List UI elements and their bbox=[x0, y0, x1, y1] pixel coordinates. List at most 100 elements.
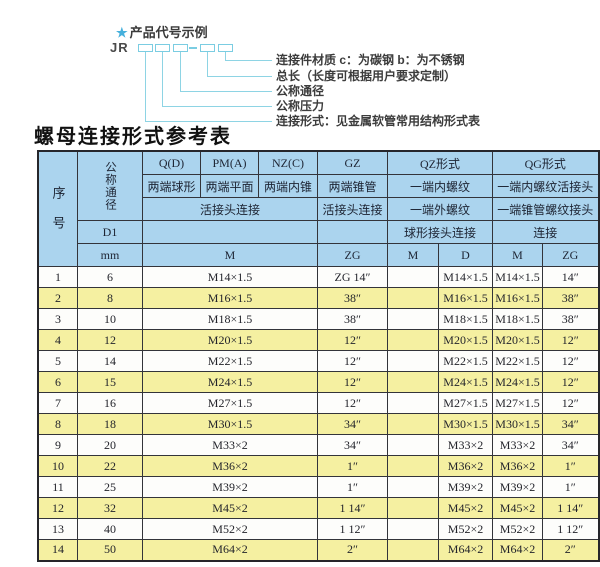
header-gz-unit: ZG bbox=[317, 243, 388, 267]
code-box-3 bbox=[173, 44, 188, 52]
cell-qg-m: M27×1.5 bbox=[492, 392, 543, 414]
cell-dn: 15 bbox=[77, 371, 143, 393]
table-row: 14 50 M64×2 2″ M64×2 M64×2 2″ bbox=[37, 539, 599, 561]
header-gz-form: GZ bbox=[317, 150, 388, 175]
header-dn: 公称通径 bbox=[77, 150, 143, 221]
callout-line bbox=[225, 52, 226, 60]
cell-dn: 10 bbox=[77, 308, 143, 330]
table-row: 4 12 M20×1.5 12″ M20×1.5 M20×1.5 12″ bbox=[37, 329, 599, 351]
cell-m: M36×2 bbox=[142, 455, 318, 477]
page-title: 螺母连接形式参考表 bbox=[34, 126, 232, 148]
product-code-heading-label: 产品代号示例 bbox=[129, 25, 208, 40]
cell-qz-d: M27×1.5 bbox=[438, 392, 493, 414]
cell-qg-zg: 2″ bbox=[542, 539, 599, 561]
cell-dn: 14 bbox=[77, 350, 143, 372]
cell-qz-m bbox=[387, 308, 439, 330]
cell-dn: 20 bbox=[77, 434, 143, 456]
header-m-unit: M bbox=[142, 243, 318, 267]
header-gz-conn: 活接头连接 bbox=[317, 197, 388, 221]
header-d1: D1 bbox=[77, 220, 143, 244]
cell-qg-m: M45×2 bbox=[492, 497, 543, 519]
cell-m: M52×2 bbox=[142, 518, 318, 540]
cell-qg-zg: 38″ bbox=[542, 287, 599, 309]
cell-qz-d: M16×1.5 bbox=[438, 287, 493, 309]
cell-seq: 13 bbox=[37, 518, 78, 540]
cell-seq: 2 bbox=[37, 287, 78, 309]
cell-dn: 8 bbox=[77, 287, 143, 309]
code-box-5 bbox=[218, 44, 233, 52]
header-qg-zg: ZG bbox=[542, 243, 599, 267]
cell-dn: 32 bbox=[77, 497, 143, 519]
cell-seq: 5 bbox=[37, 350, 78, 372]
cell-seq: 11 bbox=[37, 476, 78, 498]
header-pm-desc: 两端平面 bbox=[200, 174, 259, 198]
cell-gz-zg: 1″ bbox=[317, 476, 388, 498]
cell-gz-zg: 34″ bbox=[317, 413, 388, 435]
header-pm-form: PM(A) bbox=[200, 150, 259, 175]
product-code-heading: ★ 产品代号示例 bbox=[116, 22, 208, 41]
table-row: 1 6 M14×1.5 ZG 14″ M14×1.5 M14×1.5 14″ bbox=[37, 266, 599, 288]
callout-line bbox=[145, 121, 272, 122]
cell-gz-zg: 12″ bbox=[317, 371, 388, 393]
cell-qz-d: M14×1.5 bbox=[438, 266, 493, 288]
cell-dn: 40 bbox=[77, 518, 143, 540]
cell-seq: 6 bbox=[37, 371, 78, 393]
header-qz-conn: 球形接头连接 bbox=[387, 220, 493, 244]
table-row: 7 16 M27×1.5 12″ M27×1.5 M27×1.5 12″ bbox=[37, 392, 599, 414]
cell-qg-zg: 34″ bbox=[542, 434, 599, 456]
cell-qz-m bbox=[387, 539, 439, 561]
code-box-1 bbox=[138, 44, 153, 52]
cell-qz-m bbox=[387, 518, 439, 540]
header-empty-gz bbox=[317, 220, 388, 244]
callout-label-material: 连接件材质 c：为碳钢 b：为不锈钢 bbox=[276, 53, 465, 67]
callout-line bbox=[162, 52, 163, 106]
callout-line bbox=[207, 76, 272, 77]
cell-qg-m: M20×1.5 bbox=[492, 329, 543, 351]
star-icon: ★ bbox=[116, 25, 128, 40]
callout-line bbox=[145, 52, 146, 121]
cell-m: M18×1.5 bbox=[142, 308, 318, 330]
header-qg-form: QG形式 bbox=[492, 150, 599, 175]
table-header: 序号 公称通径 Q(D) PM(A) NZ(C) GZ QZ形式 QG形式 两端… bbox=[37, 150, 599, 267]
cell-qg-zg: 14″ bbox=[542, 266, 599, 288]
cell-qg-m: M39×2 bbox=[492, 476, 543, 498]
cell-qg-m: M52×2 bbox=[492, 518, 543, 540]
cell-qg-m: M33×2 bbox=[492, 434, 543, 456]
cell-qg-m: M36×2 bbox=[492, 455, 543, 477]
cell-qg-zg: 12″ bbox=[542, 350, 599, 372]
cell-qg-zg: 34″ bbox=[542, 413, 599, 435]
cell-qz-d: M36×2 bbox=[438, 455, 493, 477]
header-qg-conn: 连接 bbox=[492, 220, 599, 244]
cell-dn: 16 bbox=[77, 392, 143, 414]
header-gz-desc: 两端锥管 bbox=[317, 174, 388, 198]
table-row: 2 8 M16×1.5 38″ M16×1.5 M16×1.5 38″ bbox=[37, 287, 599, 309]
code-prefix-label: JR bbox=[110, 40, 129, 55]
cell-dn: 50 bbox=[77, 539, 143, 561]
cell-qg-m: M30×1.5 bbox=[492, 413, 543, 435]
cell-qz-d: M64×2 bbox=[438, 539, 493, 561]
cell-qg-m: M24×1.5 bbox=[492, 371, 543, 393]
header-seq: 序号 bbox=[37, 150, 78, 267]
callout-label-diameter: 公称通径 bbox=[276, 84, 325, 98]
cell-qz-d: M52×2 bbox=[438, 518, 493, 540]
cell-gz-zg: 12″ bbox=[317, 329, 388, 351]
cell-qz-m bbox=[387, 434, 439, 456]
table-row: 3 10 M18×1.5 38″ M18×1.5 M18×1.5 38″ bbox=[37, 308, 599, 330]
cell-qz-d: M33×2 bbox=[438, 434, 493, 456]
header-q-form: Q(D) bbox=[142, 150, 201, 175]
header-qz-form: QZ形式 bbox=[387, 150, 493, 175]
cell-qg-m: M14×1.5 bbox=[492, 266, 543, 288]
cell-qg-m: M16×1.5 bbox=[492, 287, 543, 309]
callout-line bbox=[207, 52, 208, 76]
cell-qg-zg: 12″ bbox=[542, 329, 599, 351]
cell-m: M45×2 bbox=[142, 497, 318, 519]
cell-qg-zg: 1 12″ bbox=[542, 518, 599, 540]
cell-seq: 10 bbox=[37, 455, 78, 477]
table-row: 5 14 M22×1.5 12″ M22×1.5 M22×1.5 12″ bbox=[37, 350, 599, 372]
cell-gz-zg: 38″ bbox=[317, 287, 388, 309]
callout-line bbox=[180, 52, 181, 91]
cell-qz-d: M20×1.5 bbox=[438, 329, 493, 351]
cell-m: M33×2 bbox=[142, 434, 318, 456]
cell-qz-m bbox=[387, 266, 439, 288]
